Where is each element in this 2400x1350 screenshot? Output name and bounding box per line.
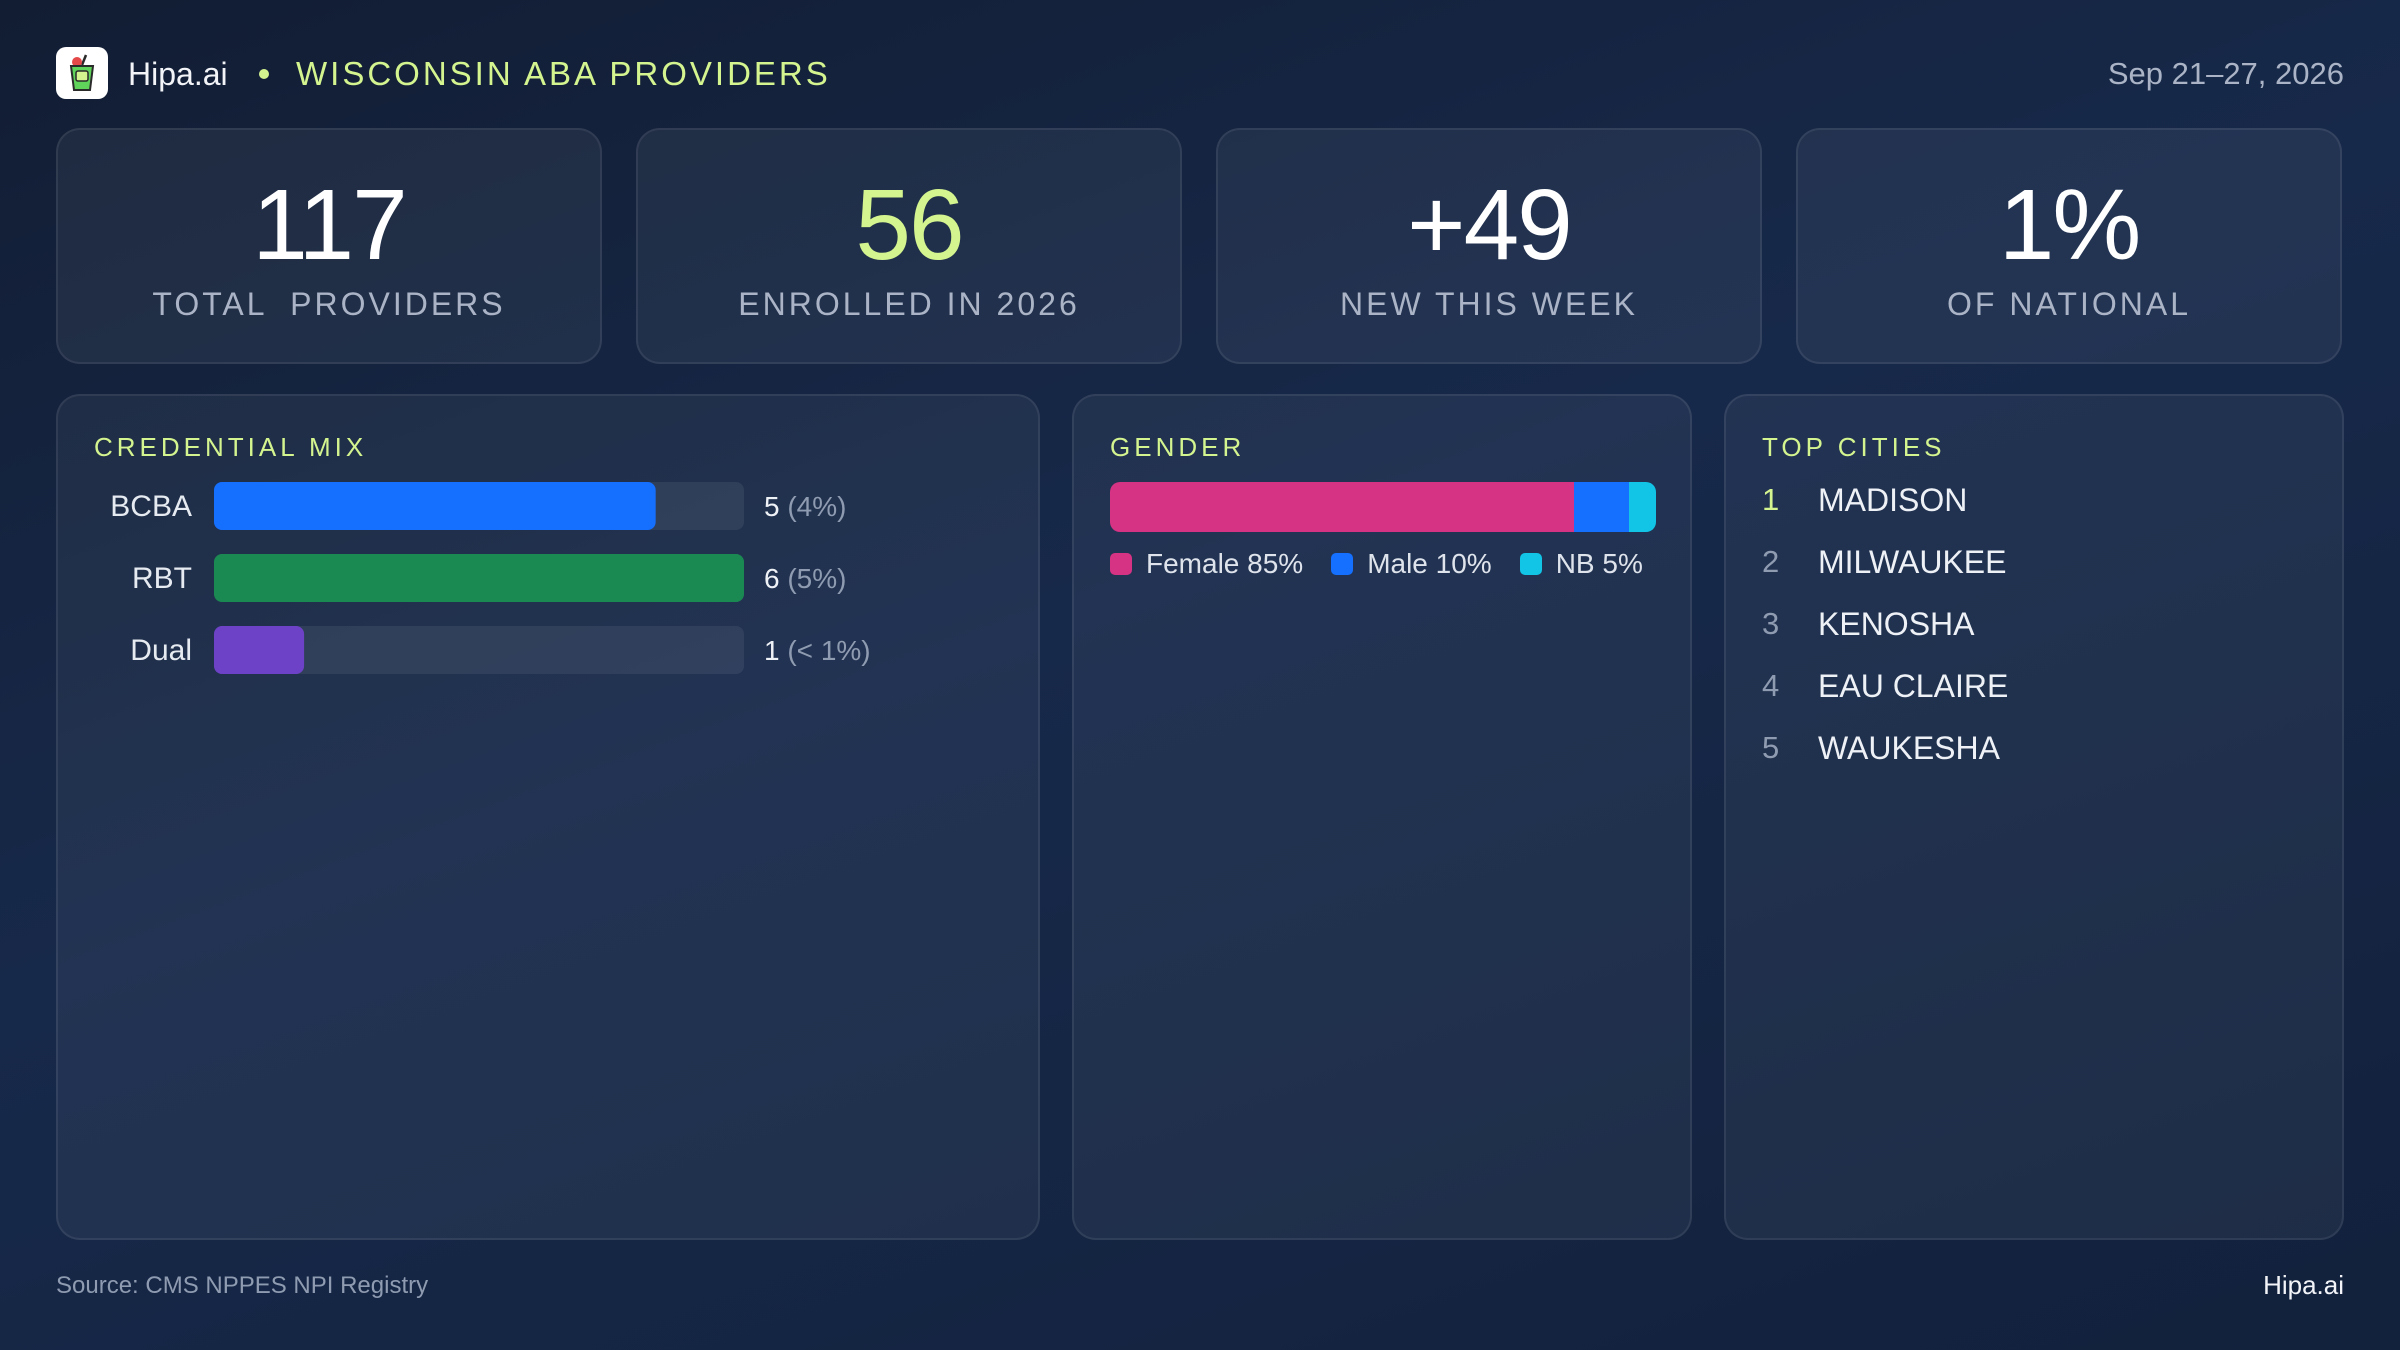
city-rank: 2 xyxy=(1762,544,1780,579)
panel-title: TOP CITIES xyxy=(1762,432,1946,462)
header: Hipa.ai WISCONSIN ABA PROVIDERS Sep 21–2… xyxy=(56,46,2344,102)
category-label: Dual xyxy=(130,634,192,667)
kpi-label: TOTAL PROVIDERS xyxy=(152,286,506,322)
value-label: 6 (5%) xyxy=(764,563,846,594)
panel-title: GENDER xyxy=(1110,432,1246,462)
city-rank: 1 xyxy=(1762,482,1780,517)
gender-legend: Female 85% Male 10% NB 5% xyxy=(1110,548,1671,580)
legend-item-nb: NB 5% xyxy=(1519,548,1643,580)
bar-bcba xyxy=(214,482,656,530)
bar-dual xyxy=(214,626,305,674)
legend-item-female: Female 85% xyxy=(1110,548,1303,580)
legend-swatch xyxy=(1331,553,1354,575)
category-label: BCBA xyxy=(110,490,192,523)
legend-swatch xyxy=(1110,553,1132,575)
kpi-value: +49 xyxy=(1407,169,1573,281)
drink-icon xyxy=(69,54,95,91)
page-title: WISCONSIN ABA PROVIDERS xyxy=(296,55,831,92)
kpi-enrolled: 56 ENROLLED IN 2026 xyxy=(636,128,1182,364)
legend-label: Male 10% xyxy=(1367,548,1492,579)
credential-mix-panel: CREDENTIAL MIX BCBA 5 (4%) RBT 6 (5%) Dual 1 … xyxy=(56,394,1040,1240)
panel-title: CREDENTIAL MIX xyxy=(94,432,368,462)
city-rank: 4 xyxy=(1762,668,1780,703)
brand-logo xyxy=(56,47,108,99)
city-name: MILWAUKEE xyxy=(1818,544,2007,580)
gender-segment-male xyxy=(1574,482,1629,532)
kpi-label: ENROLLED IN 2026 xyxy=(738,286,1080,322)
city-name: EAU CLAIRE xyxy=(1818,668,2009,704)
kpi-of-national: 1% OF NATIONAL xyxy=(1796,128,2342,364)
kpi-value: 1% xyxy=(1998,169,2142,281)
legend-label: NB 5% xyxy=(1555,548,1643,579)
date-range: Sep 21–27, 2026 xyxy=(2107,56,2344,91)
kpi-value: 56 xyxy=(855,169,964,281)
kpi-new-this-week: +49 NEW THIS WEEK xyxy=(1216,128,1762,364)
kpi-value: 117 xyxy=(252,169,407,281)
bar-rbt xyxy=(214,554,744,602)
bar-track xyxy=(214,626,744,674)
credential-mix-chart: BCBA 5 (4%) RBT 6 (5%) Dual 1 (< 1%) xyxy=(110,482,871,674)
gender-stacked-bar xyxy=(1110,482,1656,532)
legend-item-male: Male 10% xyxy=(1331,548,1492,580)
city-name: WAUKESHA xyxy=(1818,730,2000,766)
kpi-label: NEW THIS WEEK xyxy=(1340,286,1638,322)
kpi-total-providers: 117 TOTAL PROVIDERS xyxy=(56,128,602,364)
kpi-label: OF NATIONAL xyxy=(1947,286,2191,322)
city-rank: 3 xyxy=(1762,606,1780,641)
gender-segment-nb xyxy=(1628,482,1656,532)
category-label: RBT xyxy=(132,562,192,595)
source-note: Source: CMS NPPES NPI Registry xyxy=(56,1272,429,1299)
city-name: KENOSHA xyxy=(1818,606,1975,642)
top-cities-panel: TOP CITIES 1 MADISON 2 MILWAUKEE 3 KENOS… xyxy=(1724,394,2344,1240)
gender-segment-female xyxy=(1110,482,1575,532)
legend-label: Female 85% xyxy=(1146,548,1304,579)
city-name: MADISON xyxy=(1818,482,1968,518)
separator-dot xyxy=(259,69,269,79)
legend-swatch xyxy=(1519,553,1542,575)
value-label: 5 (4%) xyxy=(764,491,846,522)
brand-name: Hipa.ai xyxy=(128,56,228,92)
value-label: 1 (< 1%) xyxy=(764,635,871,666)
gender-panel: GENDER Female 85% Male 10% NB 5% xyxy=(1072,394,1692,1240)
city-rank: 5 xyxy=(1762,730,1780,765)
footer-brand: Hipa.ai xyxy=(2263,1270,2344,1300)
